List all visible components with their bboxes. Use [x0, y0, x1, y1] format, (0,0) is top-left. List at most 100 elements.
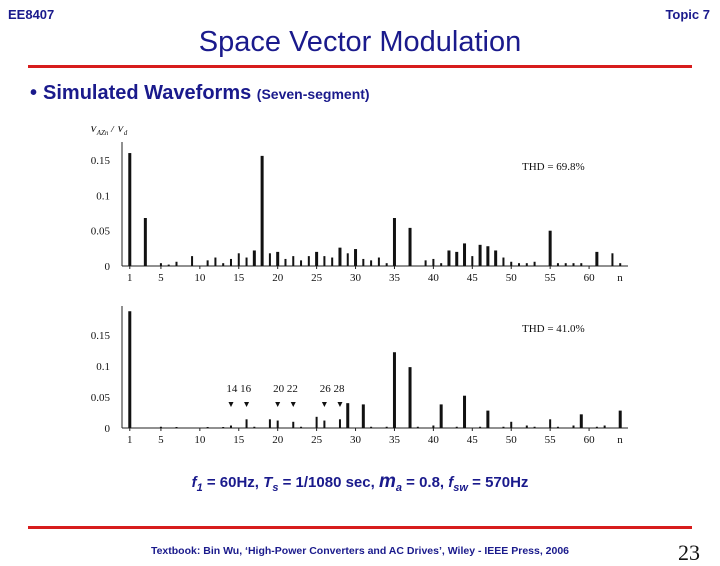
y-tick-label: 0.15 — [91, 155, 111, 167]
param-fsw-value: = 570Hz — [467, 474, 529, 491]
harmonic-bar — [300, 260, 303, 266]
harmonic-bar — [252, 250, 256, 266]
x-tick-label: 40 — [428, 272, 440, 284]
harmonic-bar — [338, 419, 341, 428]
harmonic-arrow-icon — [290, 402, 296, 407]
y-tick-label: 0.1 — [96, 361, 110, 373]
x-tick-label: 15 — [233, 434, 245, 446]
harmonic-bar — [385, 263, 388, 266]
harmonic-bar — [494, 250, 498, 266]
harmonic-bar — [338, 247, 342, 266]
harmonic-bar — [572, 425, 575, 428]
harmonic-bar — [455, 251, 459, 266]
x-axis-label: n — [617, 434, 623, 446]
harmonic-bar — [346, 403, 350, 428]
harmonic-bar — [432, 258, 435, 266]
harmonic-bar — [362, 258, 365, 266]
x-tick-label: 40 — [428, 434, 440, 446]
x-tick-label: 1 — [127, 272, 132, 284]
harmonic-bar — [439, 404, 443, 428]
y-tick-label: 0.1 — [96, 190, 110, 202]
harmonic-bar — [167, 264, 170, 266]
param-ma-subscript: a — [395, 482, 402, 494]
harmonic-bar — [556, 426, 559, 428]
x-tick-label: 35 — [389, 272, 401, 284]
title-divider — [28, 65, 692, 68]
param-ts-value: = 1/1080 sec, — [278, 474, 379, 491]
x-tick-label: 45 — [467, 272, 479, 284]
x-tick-label: 5 — [158, 434, 164, 446]
harmonic-bar — [502, 426, 505, 428]
harmonic-bar — [307, 256, 310, 266]
harmonic-arrow-icon — [321, 402, 327, 407]
x-tick-label: 35 — [389, 434, 401, 446]
harmonic-bar — [292, 256, 295, 266]
y-tick-label: 0.05 — [91, 392, 111, 404]
footer-divider — [28, 526, 692, 529]
harmonic-bar — [159, 426, 162, 428]
bullet-heading: • Simulated Waveforms (Seven-segment) — [30, 82, 370, 105]
spectrum-chart-top: 00.050.10.151 5 10 15 20 25 30 35 40 45 50 55 60 nTHD… — [90, 126, 628, 284]
x-tick-label: 55 — [545, 434, 557, 446]
page-number: 23 — [678, 540, 700, 565]
harmonic-pair-label: 14 16 — [226, 383, 251, 395]
harmonic-bar — [268, 253, 271, 266]
x-tick-label: 15 — [233, 272, 245, 284]
topic-label: Topic 7 — [665, 7, 710, 22]
harmonic-bar — [315, 251, 319, 266]
harmonic-arrow-icon — [337, 402, 343, 407]
harmonic-bar — [206, 427, 209, 428]
harmonic-bar — [463, 243, 467, 266]
harmonic-bar — [323, 420, 326, 428]
harmonic-bar — [392, 352, 396, 428]
x-axis-label: n — [617, 272, 623, 284]
harmonic-bar — [276, 420, 279, 428]
harmonic-bar — [556, 263, 559, 266]
thd-label: THD = 41.0% — [522, 323, 585, 335]
course-code: EE8407 — [8, 7, 55, 22]
x-tick-label: 10 — [194, 272, 206, 284]
x-tick-label: 60 — [584, 434, 596, 446]
harmonic-arrow-icon — [275, 402, 281, 407]
x-tick-label: 20 — [272, 434, 284, 446]
harmonic-bar — [276, 251, 280, 266]
harmonic-bar — [292, 421, 295, 428]
harmonic-bar — [486, 410, 490, 428]
x-tick-label: 10 — [194, 434, 206, 446]
x-tick-label: 45 — [467, 434, 479, 446]
harmonic-bar — [432, 425, 435, 428]
harmonic-bar — [533, 261, 536, 266]
harmonic-bar — [206, 260, 209, 266]
harmonic-bar — [143, 218, 147, 266]
harmonic-bar — [370, 426, 373, 428]
harmonic-bar — [300, 426, 303, 428]
x-tick-label: 55 — [545, 272, 557, 284]
harmonic-bar — [408, 367, 412, 428]
harmonic-bar — [159, 263, 162, 266]
harmonic-bar — [525, 425, 528, 428]
harmonic-bar — [361, 404, 365, 428]
harmonic-bar — [502, 257, 505, 266]
harmonic-pair-label: 26 28 — [320, 383, 345, 395]
harmonic-bar — [245, 257, 248, 266]
harmonic-bar — [525, 263, 528, 266]
textbook-reference: Textbook: Bin Wu, ‘High-Power Converters… — [150, 545, 570, 557]
harmonic-bar — [518, 263, 521, 266]
harmonic-bar — [463, 395, 467, 428]
harmonic-bar — [424, 260, 427, 266]
harmonic-bar — [580, 263, 583, 266]
x-tick-label: 25 — [311, 272, 323, 284]
harmonic-bar — [237, 253, 240, 266]
harmonic-bar — [253, 426, 256, 428]
harmonic-bar — [245, 419, 248, 428]
x-tick-label: 25 — [311, 434, 323, 446]
x-tick-label: 20 — [272, 272, 284, 284]
harmonic-bar — [416, 426, 419, 428]
y-tick-label: 0 — [105, 261, 111, 273]
slide-title: Space Vector Modulation — [198, 26, 522, 58]
bullet-sub-text: (Seven-segment) — [256, 86, 370, 102]
harmonic-bar — [455, 426, 458, 428]
harmonic-bar — [222, 263, 225, 266]
param-ma-value: = 0.8, — [401, 474, 449, 491]
harmonic-bar — [595, 251, 599, 266]
